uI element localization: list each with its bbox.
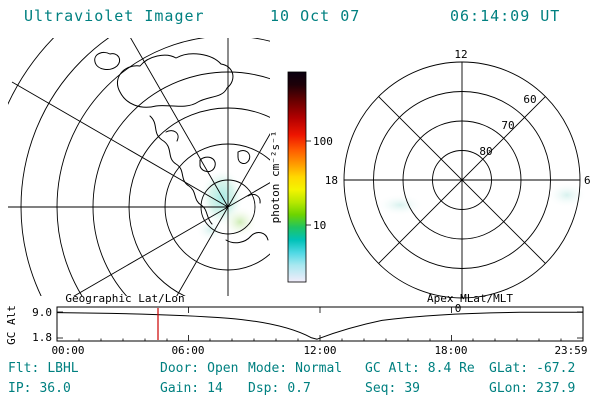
x-tick-1200: 12:00 — [303, 344, 336, 357]
apex-emission — [376, 182, 587, 216]
status-seq: Seq: 39 — [365, 381, 420, 396]
strip-chart: 9.0 1.8 GC Alt 00:00 06:00 12:00 18:00 2… — [5, 305, 588, 357]
mlat-label-60: 60 — [523, 93, 536, 106]
x-tick-0600: 06:00 — [171, 344, 204, 357]
altitude-curve — [56, 311, 584, 340]
status-dsp: Dsp: 0.7 — [248, 381, 311, 396]
status-ip: IP: 36.0 — [8, 381, 71, 396]
apex-polar-panel: 12 18 6 0 60 70 80 — [325, 48, 591, 315]
status-gain: Gain: 14 — [160, 381, 223, 396]
time-axis-labels: 00:00 06:00 12:00 18:00 23:59 — [51, 344, 587, 357]
header-date: 10 Oct 07 — [270, 7, 360, 25]
mlat-label-70: 70 — [501, 119, 514, 132]
status-mode: Mode: Normal — [248, 361, 342, 376]
status-bar: Flt: LBHL Door: Open Mode: Normal GC Alt: 8.… — [8, 361, 575, 396]
colorbar-tick-100: 100 — [313, 135, 333, 148]
status-glon: GLon: 237.9 — [489, 381, 575, 396]
mlt-label-0: 0 — [455, 302, 462, 315]
strip-chart-ticks — [57, 307, 583, 341]
y-max-label: 9.0 — [32, 306, 52, 319]
geo-coastlines — [94, 51, 269, 244]
header-bar: Ultraviolet Imager 10 Oct 07 06:14:09 UT — [24, 7, 560, 25]
y-min-label: 1.8 — [32, 331, 52, 344]
polar-grid-labels: 12 18 6 0 60 70 80 — [325, 48, 591, 315]
x-tick-0000: 00:00 — [51, 344, 84, 357]
colorbar-units-label: photon cm⁻²s⁻¹ — [269, 131, 282, 224]
status-flt: Flt: LBHL — [8, 361, 79, 376]
colorbar-tick-10: 10 — [313, 219, 326, 232]
geo-panel-title: Geographic Lat/Lon — [65, 292, 184, 305]
app-title: Ultraviolet Imager — [24, 7, 205, 25]
status-glat: GLat: -67.2 — [489, 361, 575, 376]
polar-grid — [343, 61, 581, 299]
mlt-label-6: 6 — [584, 174, 591, 187]
geo-grid — [8, 38, 270, 296]
status-door: Door: Open — [160, 361, 238, 376]
gc-alt-axis-label: GC Alt — [5, 305, 18, 345]
aurora-emission — [196, 168, 258, 242]
status-gc-alt: GC Alt: 8.4 Re — [365, 361, 475, 376]
x-tick-2359: 23:59 — [554, 344, 587, 357]
geographic-map-panel — [8, 38, 270, 296]
mlt-label-18: 18 — [325, 174, 338, 187]
colorbar-gradient — [287, 71, 307, 283]
x-tick-1800: 18:00 — [434, 344, 467, 357]
header-time: 06:14:09 UT — [450, 7, 560, 25]
colorbar: 100 10 photon cm⁻²s⁻¹ — [269, 71, 333, 283]
mlat-label-80: 80 — [479, 145, 492, 158]
apex-panel-title: Apex MLat/MLT — [427, 292, 513, 305]
mlt-label-12: 12 — [454, 48, 467, 61]
